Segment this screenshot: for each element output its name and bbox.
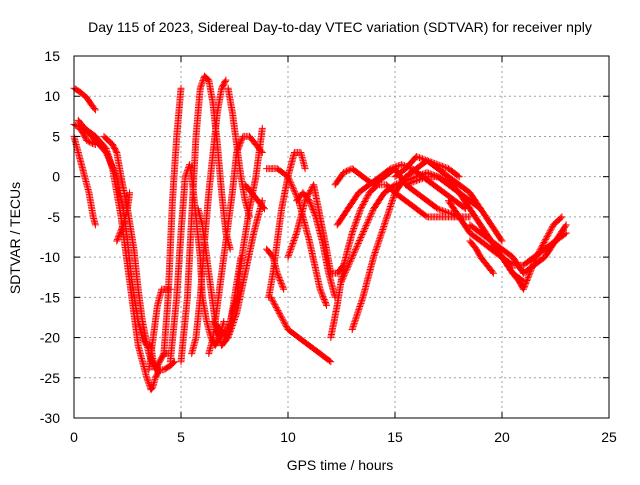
series-arc-29: [348, 157, 463, 333]
ticks: 0 5 10 15 20 25 -30 -25 -20 -15 -10 -5 0 5 10 15: [40, 48, 617, 445]
series-markers: [348, 157, 463, 333]
series-markers: [160, 84, 185, 358]
series-markers: [487, 213, 566, 293]
y-tick-label: 10: [44, 88, 60, 104]
series-markers: [145, 285, 174, 374]
x-tick-label: 15: [387, 429, 403, 445]
y-axis-label: SDTVAR / TECUs: [7, 182, 23, 294]
series-markers: [81, 124, 164, 394]
series-arc-24: [263, 245, 288, 293]
y-tick-label: -25: [40, 370, 60, 386]
series-markers: [327, 181, 463, 342]
series-arc-30: [391, 153, 506, 245]
series-markers: [113, 189, 134, 245]
series-arc-05: [81, 124, 164, 394]
series-arc-16: [220, 124, 266, 342]
series-arc-33: [466, 221, 570, 277]
x-axis-label: GPS time / hours: [287, 457, 394, 473]
series-arc-20: [263, 165, 330, 309]
series-arc-11: [177, 72, 234, 366]
series-arc-18: [241, 181, 268, 213]
y-tick-label: -10: [40, 249, 60, 265]
x-tick-label: 10: [280, 429, 296, 445]
series-arc-06: [100, 132, 172, 374]
y-tick-label: 0: [52, 169, 60, 185]
series-arc-17: [224, 84, 253, 221]
series-markers: [267, 293, 335, 366]
series-markers: [466, 237, 497, 277]
x-tick-label: 0: [70, 429, 78, 445]
y-tick-label: -20: [40, 330, 60, 346]
series-markers: [263, 165, 330, 309]
plot-frame: [73, 55, 610, 419]
x-tick-label: 5: [177, 429, 185, 445]
series-markers: [224, 84, 253, 221]
series-arc-09: [160, 84, 185, 358]
series-markers: [293, 189, 339, 301]
grid: [74, 56, 609, 418]
series-arc-25: [327, 181, 463, 342]
data-layer: [70, 72, 570, 394]
series-markers: [391, 153, 506, 245]
series-arc-23: [293, 189, 339, 301]
series-arc-07: [113, 189, 134, 245]
series-markers: [177, 72, 234, 366]
series-markers: [241, 181, 268, 213]
y-tick-label: -15: [40, 289, 60, 305]
series-markers: [100, 132, 172, 374]
y-tick-label: 5: [52, 128, 60, 144]
series-arc-34: [487, 213, 566, 293]
x-tick-label: 25: [601, 429, 617, 445]
series-markers: [263, 245, 288, 293]
y-tick-label: 15: [44, 48, 60, 64]
series-arc-35: [466, 237, 497, 277]
series-markers: [220, 124, 266, 342]
series-arc-08: [145, 285, 174, 374]
series-arc-21: [267, 293, 335, 366]
series-markers: [466, 221, 570, 277]
chart-title: Day 115 of 2023, Sidereal Day-to-day VTE…: [88, 19, 592, 35]
y-tick-label: -5: [48, 209, 61, 225]
y-tick-label: -30: [40, 410, 60, 426]
x-tick-label: 20: [494, 429, 510, 445]
